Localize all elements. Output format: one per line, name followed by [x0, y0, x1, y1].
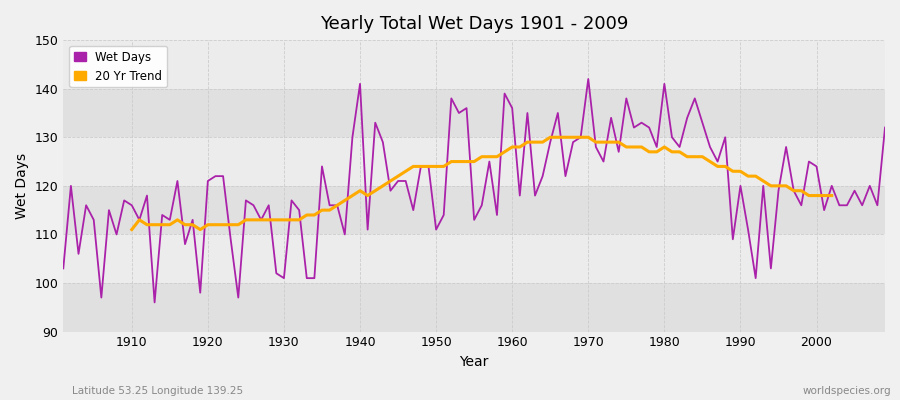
- Text: Latitude 53.25 Longitude 139.25: Latitude 53.25 Longitude 139.25: [72, 386, 243, 396]
- Bar: [63, 137, 885, 186]
- Bar: [63, 40, 885, 89]
- Text: worldspecies.org: worldspecies.org: [803, 386, 891, 396]
- Title: Yearly Total Wet Days 1901 - 2009: Yearly Total Wet Days 1901 - 2009: [320, 15, 628, 33]
- Bar: [63, 186, 885, 234]
- Y-axis label: Wet Days: Wet Days: [15, 153, 29, 219]
- Bar: [63, 234, 885, 283]
- X-axis label: Year: Year: [460, 355, 489, 369]
- Legend: Wet Days, 20 Yr Trend: Wet Days, 20 Yr Trend: [69, 46, 166, 87]
- Bar: [63, 283, 885, 332]
- Bar: [63, 89, 885, 137]
